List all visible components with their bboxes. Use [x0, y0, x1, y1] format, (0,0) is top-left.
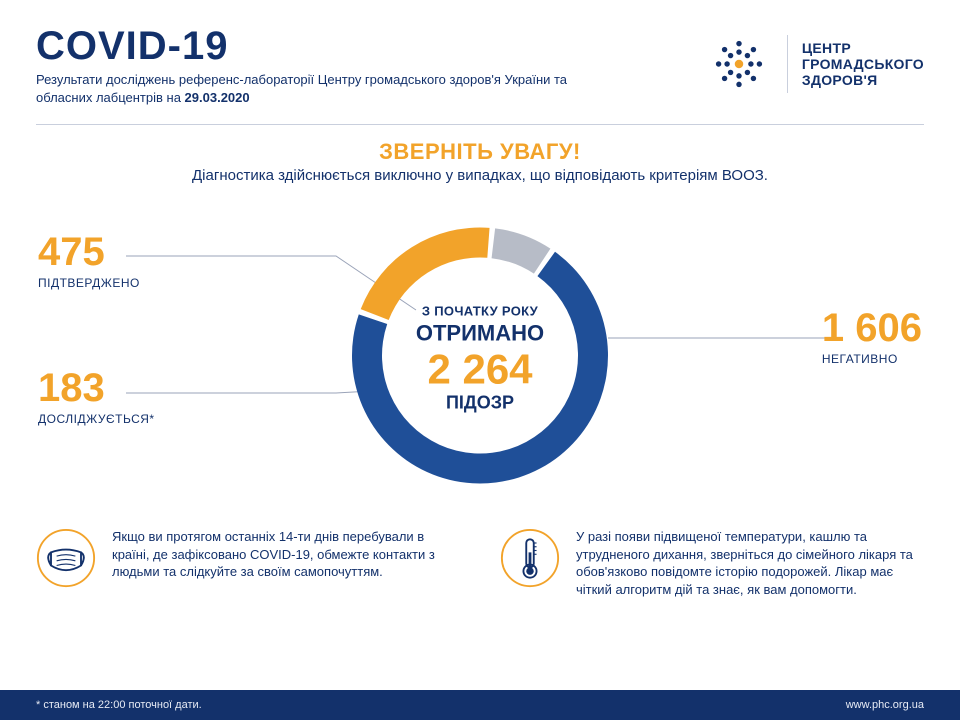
stat-confirmed-number: 475: [38, 232, 140, 272]
page-root: COVID-19 Результати досліджень референс-…: [0, 0, 960, 720]
donut-total: 2 264: [380, 348, 580, 390]
donut-chart: З ПОЧАТКУ РОКУ ОТРИМАНО 2 264 ПІДОЗР: [348, 224, 612, 493]
page-title: COVID-19: [36, 24, 596, 69]
stats-area: З ПОЧАТКУ РОКУ ОТРИМАНО 2 264 ПІДОЗР 475…: [36, 198, 924, 518]
subtitle-text: Результати досліджень референс-лаборатор…: [36, 72, 567, 105]
donut-segment-pending: [492, 228, 551, 273]
header-rule: [36, 124, 924, 125]
header-right: ЦЕНТР ГРОМАДСЬКОГО ЗДОРОВ'Я: [705, 24, 924, 98]
thermometer-icon: [500, 528, 560, 588]
brand-line-3: ЗДОРОВ'Я: [802, 72, 924, 88]
attention-block: ЗВЕРНІТЬ УВАГУ! Діагностика здійснюється…: [36, 139, 924, 184]
donut-caption-3: ПІДОЗР: [380, 392, 580, 413]
stat-pending-label: ДОСЛІДЖУЄТЬСЯ*: [38, 412, 155, 426]
stat-confirmed-label: ПІДТВЕРДЖЕНО: [38, 276, 140, 290]
stat-pending-number: 183: [38, 368, 155, 408]
stat-negative-number: 1 606: [822, 308, 922, 348]
stat-pending: 183 ДОСЛІДЖУЄТЬСЯ*: [38, 368, 155, 426]
header-left: COVID-19 Результати досліджень референс-…: [36, 24, 596, 106]
brand-name: ЦЕНТР ГРОМАДСЬКОГО ЗДОРОВ'Я: [802, 40, 924, 88]
stat-negative-label: НЕГАТИВНО: [822, 352, 922, 366]
stat-confirmed: 475 ПІДТВЕРДЖЕНО: [38, 232, 140, 290]
info-mask-text: Якщо ви протягом останніх 14-ти днів пер…: [112, 528, 460, 581]
brand-line-1: ЦЕНТР: [802, 40, 924, 56]
info-thermometer-text: У разі появи підвищеної температури, каш…: [576, 528, 924, 598]
info-row: Якщо ви протягом останніх 14-ти днів пер…: [36, 528, 924, 598]
brand-logo-icon: [705, 30, 773, 98]
donut-caption-1: З ПОЧАТКУ РОКУ: [380, 303, 580, 318]
brand-divider: [787, 35, 788, 93]
brand-line-2: ГРОМАДСЬКОГО: [802, 56, 924, 72]
page-subtitle: Результати досліджень референс-лаборатор…: [36, 71, 596, 106]
header: COVID-19 Результати досліджень референс-…: [36, 24, 924, 106]
attention-subtitle: Діагностика здійснюється виключно у випа…: [36, 167, 924, 184]
attention-title: ЗВЕРНІТЬ УВАГУ!: [36, 139, 924, 165]
donut-caption-2: ОТРИМАНО: [380, 320, 580, 346]
report-date: 29.03.2020: [185, 90, 250, 105]
mask-icon: [36, 528, 96, 588]
info-thermometer: У разі появи підвищеної температури, каш…: [500, 528, 924, 598]
footer: * станом на 22:00 поточної дати. www.phc…: [0, 690, 960, 720]
footer-url: www.phc.org.ua: [846, 699, 924, 711]
donut-center: З ПОЧАТКУ РОКУ ОТРИМАНО 2 264 ПІДОЗР: [380, 303, 580, 413]
info-mask: Якщо ви протягом останніх 14-ти днів пер…: [36, 528, 460, 598]
stat-negative: 1 606 НЕГАТИВНО: [822, 308, 922, 366]
footer-note: * станом на 22:00 поточної дати.: [36, 699, 202, 711]
